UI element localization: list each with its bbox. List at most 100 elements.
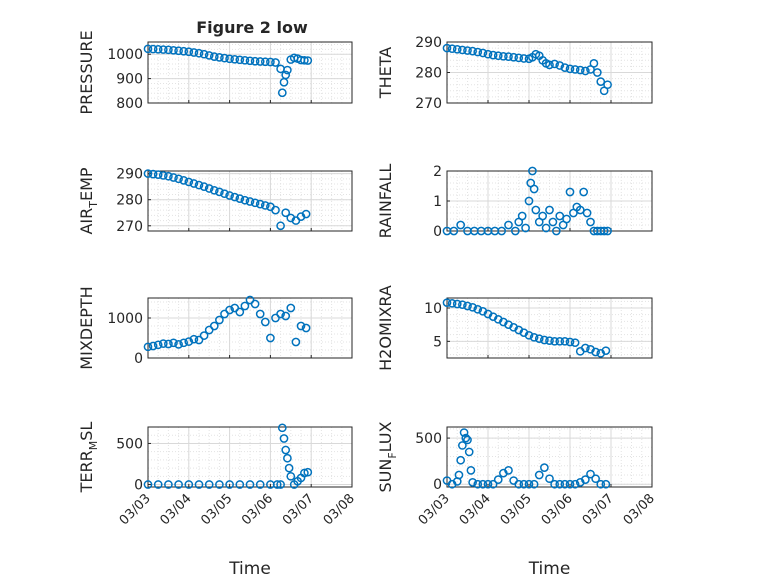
- data-point: [240, 301, 250, 311]
- grid: [446, 427, 653, 487]
- data-point: [601, 346, 611, 356]
- data-point: [596, 479, 606, 489]
- data-point: [215, 53, 224, 62]
- data-point: [148, 44, 158, 54]
- y-tick-label: 500: [415, 431, 442, 447]
- data-point: [143, 480, 153, 489]
- data-point: [148, 169, 158, 179]
- data-point: [276, 221, 285, 231]
- data-point: [184, 480, 194, 489]
- data-point: [603, 226, 612, 236]
- data-point: [164, 339, 173, 349]
- data-point: [245, 56, 255, 66]
- data-point: [174, 340, 183, 349]
- data-point: [541, 223, 551, 233]
- data-point: [459, 428, 469, 437]
- data-point: [591, 474, 600, 484]
- data-point: [551, 226, 561, 236]
- data-point: [174, 46, 183, 56]
- y-tick-label: 0: [134, 478, 143, 494]
- data-point: [452, 44, 462, 54]
- data-point: [169, 45, 178, 55]
- data-point: [555, 479, 565, 489]
- data-point: [143, 44, 153, 54]
- figure-title: Figure 2 low: [196, 18, 308, 37]
- data-point: [461, 433, 471, 443]
- data-point: [153, 44, 163, 54]
- axes-box: [147, 297, 353, 359]
- series-markers: [442, 298, 611, 358]
- data-point: [184, 177, 194, 187]
- data-point: [473, 304, 483, 314]
- series-markers: [442, 428, 611, 489]
- x-tick-label: 03/05: [498, 491, 535, 528]
- data-point: [463, 46, 472, 55]
- series-markers: [143, 295, 311, 352]
- data-point: [555, 211, 565, 221]
- y-axis-label: RAINFALL: [376, 164, 395, 239]
- data-point: [570, 65, 580, 74]
- data-point: [565, 337, 575, 347]
- data-point: [473, 479, 483, 489]
- data-point: [284, 463, 294, 473]
- subplot-h2omixra: 5 10 H2OMIXRA: [376, 285, 653, 371]
- data-point: [286, 303, 296, 313]
- data-point: [478, 48, 488, 58]
- data-point: [449, 226, 459, 236]
- series-markers: [143, 169, 311, 231]
- data-point: [601, 479, 611, 489]
- data-point: [255, 309, 265, 319]
- data-point: [599, 226, 609, 236]
- data-point: [194, 48, 204, 58]
- y-tick-label: 500: [116, 436, 143, 452]
- data-point: [538, 211, 548, 221]
- data-point: [260, 317, 270, 327]
- data-point: [579, 187, 589, 197]
- subplot-mixdepth: 0 1000 MIXDEPTH: [77, 286, 353, 370]
- data-point: [493, 51, 503, 61]
- series-markers: [442, 43, 612, 96]
- data-point: [442, 298, 452, 308]
- data-point: [225, 305, 234, 315]
- data-point: [204, 184, 214, 193]
- data-point: [281, 445, 291, 455]
- data-point: [158, 171, 168, 180]
- y-axis-label: TERRMSL: [77, 422, 100, 494]
- x-tick-label: 03/04: [457, 491, 494, 528]
- x-tick-label: 03/08: [621, 491, 658, 528]
- data-point: [158, 339, 168, 348]
- data-point: [215, 480, 224, 489]
- data-point: [540, 335, 549, 345]
- axes-box: [446, 170, 653, 232]
- data-point: [560, 336, 570, 346]
- data-point: [179, 338, 189, 348]
- data-point: [164, 480, 173, 489]
- data-point: [447, 298, 457, 308]
- data-point: [510, 226, 520, 236]
- data-point: [215, 187, 224, 197]
- data-point: [255, 199, 265, 209]
- data-point: [260, 57, 270, 67]
- data-point: [279, 77, 289, 87]
- y-tick-label: 2: [433, 164, 442, 180]
- data-point: [493, 475, 503, 484]
- data-point: [204, 51, 214, 60]
- data-point: [545, 474, 554, 484]
- y-axis-label: MIXDEPTH: [77, 286, 96, 369]
- data-point: [488, 479, 498, 489]
- data-point: [189, 179, 199, 188]
- series-markers: [143, 423, 313, 489]
- data-point: [514, 479, 524, 489]
- data-point: [179, 176, 189, 185]
- data-point: [296, 321, 306, 331]
- data-point: [519, 54, 529, 63]
- data-point: [204, 480, 214, 489]
- data-point: [303, 467, 313, 477]
- data-point: [153, 170, 163, 180]
- data-point: [560, 63, 570, 72]
- data-point: [529, 184, 539, 194]
- data-point: [277, 423, 287, 433]
- y-tick-label: 280: [116, 193, 143, 209]
- y-tick-label: 0: [433, 477, 442, 493]
- data-point: [148, 341, 158, 351]
